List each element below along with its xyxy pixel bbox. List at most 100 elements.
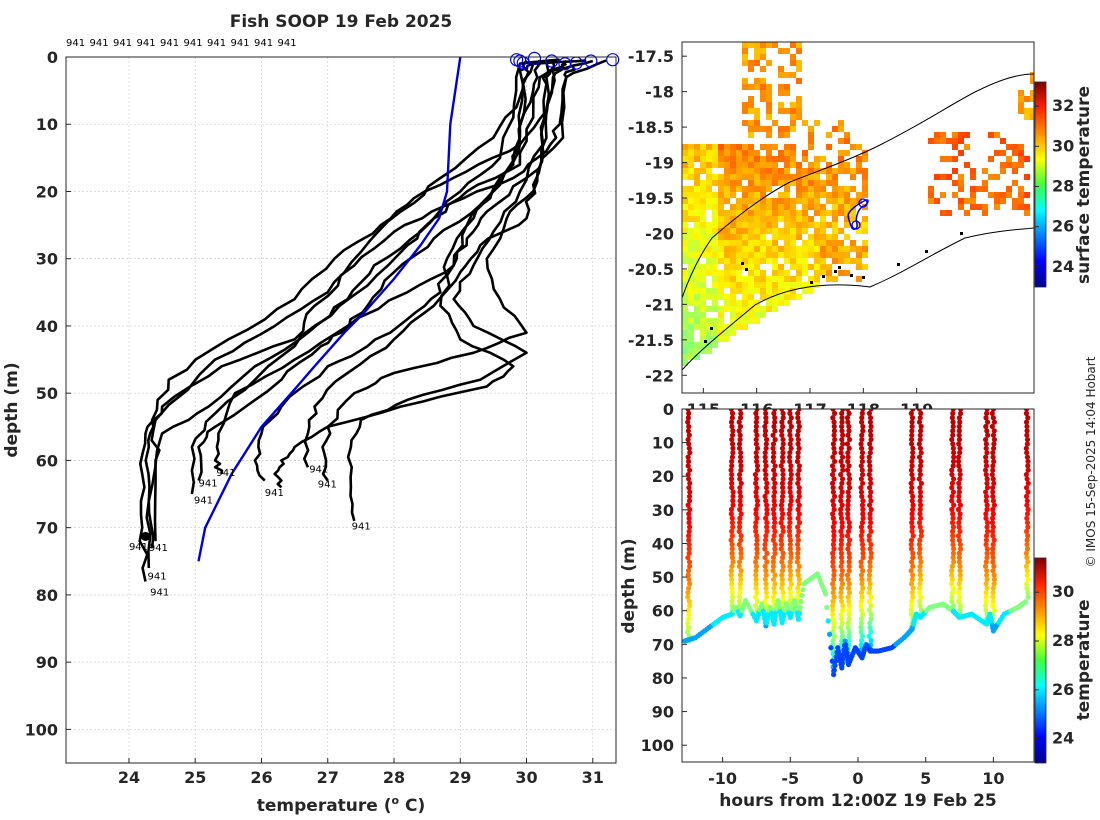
section-dot — [762, 546, 768, 552]
section-dot — [866, 410, 873, 416]
section-dot — [866, 607, 872, 613]
sst-cell — [736, 312, 742, 318]
section-dot — [753, 410, 759, 416]
sst-cell — [748, 174, 754, 180]
section-dot — [859, 537, 865, 543]
sst-cell — [1012, 198, 1018, 204]
section-dot — [753, 493, 759, 500]
section-dot — [868, 616, 874, 622]
section-dot — [754, 415, 760, 421]
sst-cell — [772, 282, 778, 288]
section-dot — [839, 629, 845, 635]
section-dot — [860, 554, 866, 561]
sst-cell — [766, 216, 772, 222]
profile-line — [190, 62, 568, 495]
section-dot — [917, 415, 923, 421]
section-dot — [831, 572, 837, 578]
sst-cell — [736, 150, 742, 156]
sst-cell — [850, 210, 856, 216]
sst-cell — [754, 270, 760, 276]
section-dot — [770, 559, 776, 565]
sst-cell — [742, 198, 748, 204]
sst-cell — [778, 156, 784, 162]
section-dot — [867, 415, 874, 421]
sst-cell — [748, 132, 754, 138]
sst-cell — [754, 318, 760, 324]
sst-cell — [682, 156, 688, 162]
section-dot — [763, 515, 769, 521]
sst-cell — [772, 264, 778, 270]
sst-cell — [736, 198, 742, 204]
section-dot — [728, 419, 735, 425]
section-dot — [763, 533, 769, 539]
deploy-marker — [545, 54, 559, 68]
section-dot — [868, 611, 874, 618]
sst-cell — [820, 192, 826, 198]
section-dot — [839, 633, 846, 639]
profile-line — [138, 59, 607, 582]
section-dot — [846, 629, 852, 635]
y-tick-label: 70 — [36, 519, 58, 538]
sst-cell — [784, 150, 790, 156]
sst-cell — [742, 156, 748, 162]
sst-cell — [796, 258, 802, 264]
section-dot — [917, 563, 923, 569]
section-dot — [737, 476, 743, 482]
sst-cell — [1024, 114, 1030, 120]
sst-cell — [742, 84, 748, 90]
sst-cell — [952, 132, 958, 138]
sst-cell — [958, 180, 964, 186]
profile-line — [321, 60, 550, 482]
sst-cell — [724, 168, 730, 174]
sst-cell — [730, 300, 736, 306]
section-dot — [796, 463, 802, 469]
section-dot — [858, 598, 864, 604]
section-dot — [753, 428, 759, 434]
sst-cell — [742, 282, 748, 288]
section-dot — [957, 445, 963, 451]
sst-cell — [760, 66, 766, 72]
section-dot — [831, 520, 837, 526]
section-dot — [771, 450, 777, 456]
sst-cell — [688, 228, 694, 234]
sst-cell — [802, 204, 808, 210]
sst-cell — [1012, 204, 1018, 210]
sst-cell — [712, 258, 718, 264]
sst-cell — [760, 306, 766, 312]
sst-cell — [766, 42, 772, 48]
sst-cell — [784, 162, 790, 168]
sst-cell — [856, 276, 862, 282]
section-dot — [845, 620, 851, 626]
section-dot — [838, 537, 844, 543]
section-dot — [949, 594, 955, 600]
sst-cell — [754, 42, 760, 48]
section-dot — [916, 550, 923, 556]
section-dot — [956, 415, 962, 421]
sst-cell — [796, 48, 802, 54]
section-y-tick-label: 90 — [652, 703, 674, 722]
section-dot — [950, 515, 956, 521]
section-dot — [846, 589, 853, 596]
section-dot — [910, 533, 916, 539]
sst-cell — [826, 234, 832, 240]
sst-cell — [730, 150, 736, 156]
sst-cell — [784, 48, 790, 54]
sst-cell — [688, 234, 694, 240]
sst-cell — [700, 276, 706, 282]
sst-cell — [748, 84, 754, 90]
sst-cell — [730, 288, 736, 294]
sst-cell — [760, 90, 766, 96]
section-dot — [917, 502, 924, 508]
section-dot — [990, 515, 996, 521]
sst-cell — [766, 84, 772, 90]
section-x-tick-label: -5 — [781, 769, 799, 788]
sst-cell — [844, 198, 850, 204]
section-dot — [990, 485, 996, 491]
section-dot — [949, 576, 956, 583]
section-dot — [858, 485, 864, 491]
section-dot — [908, 480, 914, 486]
sst-cell — [682, 360, 688, 366]
section-dot — [839, 419, 845, 425]
section-y-tick-label: 20 — [652, 467, 674, 486]
